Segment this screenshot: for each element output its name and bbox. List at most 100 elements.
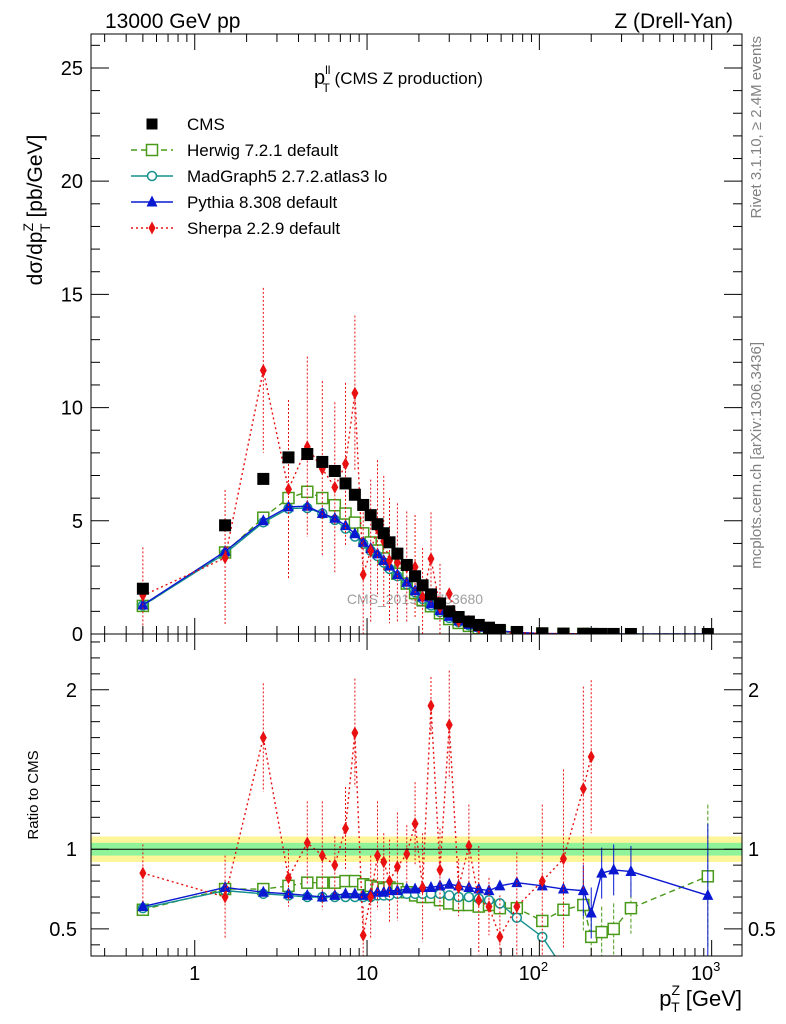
marker-diamond (359, 568, 367, 582)
marker-triangle (557, 882, 569, 894)
x-tick-label-exp: 3 (713, 959, 720, 974)
marker-square (416, 579, 429, 592)
y-tick-label-bottom-right: 1 (748, 839, 759, 861)
marker-triangle (301, 888, 313, 900)
legend-label: CMS (187, 115, 225, 134)
y-tick-label-bottom-right: 2 (748, 680, 759, 702)
y-tick-label-top: 25 (61, 58, 83, 80)
marker-diamond (374, 849, 382, 863)
marker-square (400, 558, 413, 571)
marker-diamond (411, 817, 419, 831)
y-tick-label-top: 0 (72, 624, 83, 646)
legend: CMS Herwig 7.2.1 default MadGraph5 2.7.2.a… (131, 115, 387, 238)
marker-square (557, 627, 570, 634)
marker-square (443, 605, 456, 618)
marker-diamond (386, 554, 394, 568)
marker-diamond (513, 900, 521, 914)
legend-label: Sherpa 2.2.9 default (187, 219, 340, 238)
marker-triangle (219, 880, 231, 892)
plot-title: pll T (CMS Z production) (314, 63, 483, 95)
marker-triangle (329, 511, 341, 523)
x-tick-label: 103 (691, 959, 720, 985)
marker-square (493, 623, 506, 634)
marker-triangle (483, 884, 495, 896)
y-label-main: dσ/dp (24, 232, 47, 286)
marker-diamond (351, 726, 359, 740)
x-label-main: p (659, 986, 671, 1011)
marker-square (146, 118, 158, 130)
marker-diamond (331, 480, 339, 494)
header-left: 13000 GeV pp (105, 10, 240, 33)
plot-title-sub: T (322, 81, 330, 95)
marker-square (219, 519, 232, 532)
marker-square (536, 627, 549, 634)
marker-diamond (367, 890, 375, 904)
y-axis-label-bottom: Ratio to CMS (25, 750, 42, 839)
marker-square-open (595, 925, 608, 939)
y-tick-label-bottom: 1 (66, 839, 77, 861)
marker-diamond (351, 386, 359, 400)
x-label-sub: T (671, 999, 680, 1015)
marker-square-open (624, 901, 638, 915)
y-tick-label-top: 10 (61, 398, 83, 420)
marker-square (510, 625, 523, 634)
marker-diamond (403, 847, 411, 861)
y-tick-label-bottom-right: 0.5 (748, 919, 776, 941)
marker-triangle (702, 888, 714, 900)
marker-square (371, 518, 384, 531)
marker-triangle (137, 900, 149, 912)
marker-diamond (445, 718, 453, 732)
top-line-0 (142, 491, 708, 634)
bottom-panel-frame (90, 633, 743, 957)
marker-triangle (473, 882, 485, 894)
marker-square-open (301, 485, 314, 499)
marker-triangle (391, 568, 403, 580)
y-label-unit: [pb/GeV] (24, 135, 47, 224)
marker-diamond (445, 587, 453, 601)
x-tick-label: 1 (189, 963, 200, 985)
marker-diamond (342, 457, 350, 471)
marker-square (348, 488, 361, 501)
marker-diamond (496, 930, 504, 944)
marker-diamond (427, 699, 435, 713)
y-axis-label-top: dσ/dpZT [pb/GeV] (20, 135, 53, 286)
marker-triangle (257, 885, 269, 897)
marker-diamond (386, 874, 394, 888)
mcplots-label: mcplots.cern.ch [arXiv:1306.3436] (748, 342, 765, 569)
marker-triangle (349, 887, 361, 899)
marker-square-open (328, 876, 342, 889)
y-tick-label-bottom: 0.5 (49, 919, 77, 941)
x-tick-label-exp: 2 (541, 959, 548, 974)
x-label-unit: [GeV] (680, 986, 742, 1011)
marker-square (577, 627, 590, 634)
marker-square-open (145, 143, 159, 157)
marker-square (472, 618, 485, 631)
x-label-sup: Z (672, 982, 681, 998)
marker-diamond (485, 900, 493, 914)
marker-square (624, 627, 637, 634)
marker-square-open (607, 922, 620, 936)
marker-diamond (221, 551, 229, 565)
marker-diamond (148, 221, 156, 235)
marker-triangle (425, 880, 437, 892)
marker-square (282, 451, 295, 464)
bottom-line-3 (142, 705, 592, 939)
bottom-panel-series (136, 670, 715, 956)
y-tick-label-top: 15 (61, 284, 83, 306)
plot-title-sup: ll (325, 63, 330, 77)
marker-square (136, 582, 149, 595)
legend-label: Pythia 8.308 default (187, 193, 338, 212)
marker-square (357, 498, 370, 511)
marker-triangle (349, 527, 361, 539)
marker-circle (463, 891, 475, 903)
marker-square (257, 472, 270, 485)
marker-square-open (328, 498, 342, 512)
x-tick-label: 10 (356, 963, 378, 985)
marker-square (383, 536, 396, 549)
marker-square (595, 627, 608, 634)
marker-diamond (419, 880, 427, 894)
marker-diamond (538, 874, 546, 888)
marker-diamond (559, 852, 567, 866)
marker-square (364, 509, 377, 522)
y-tick-label-bottom: 2 (66, 680, 77, 702)
